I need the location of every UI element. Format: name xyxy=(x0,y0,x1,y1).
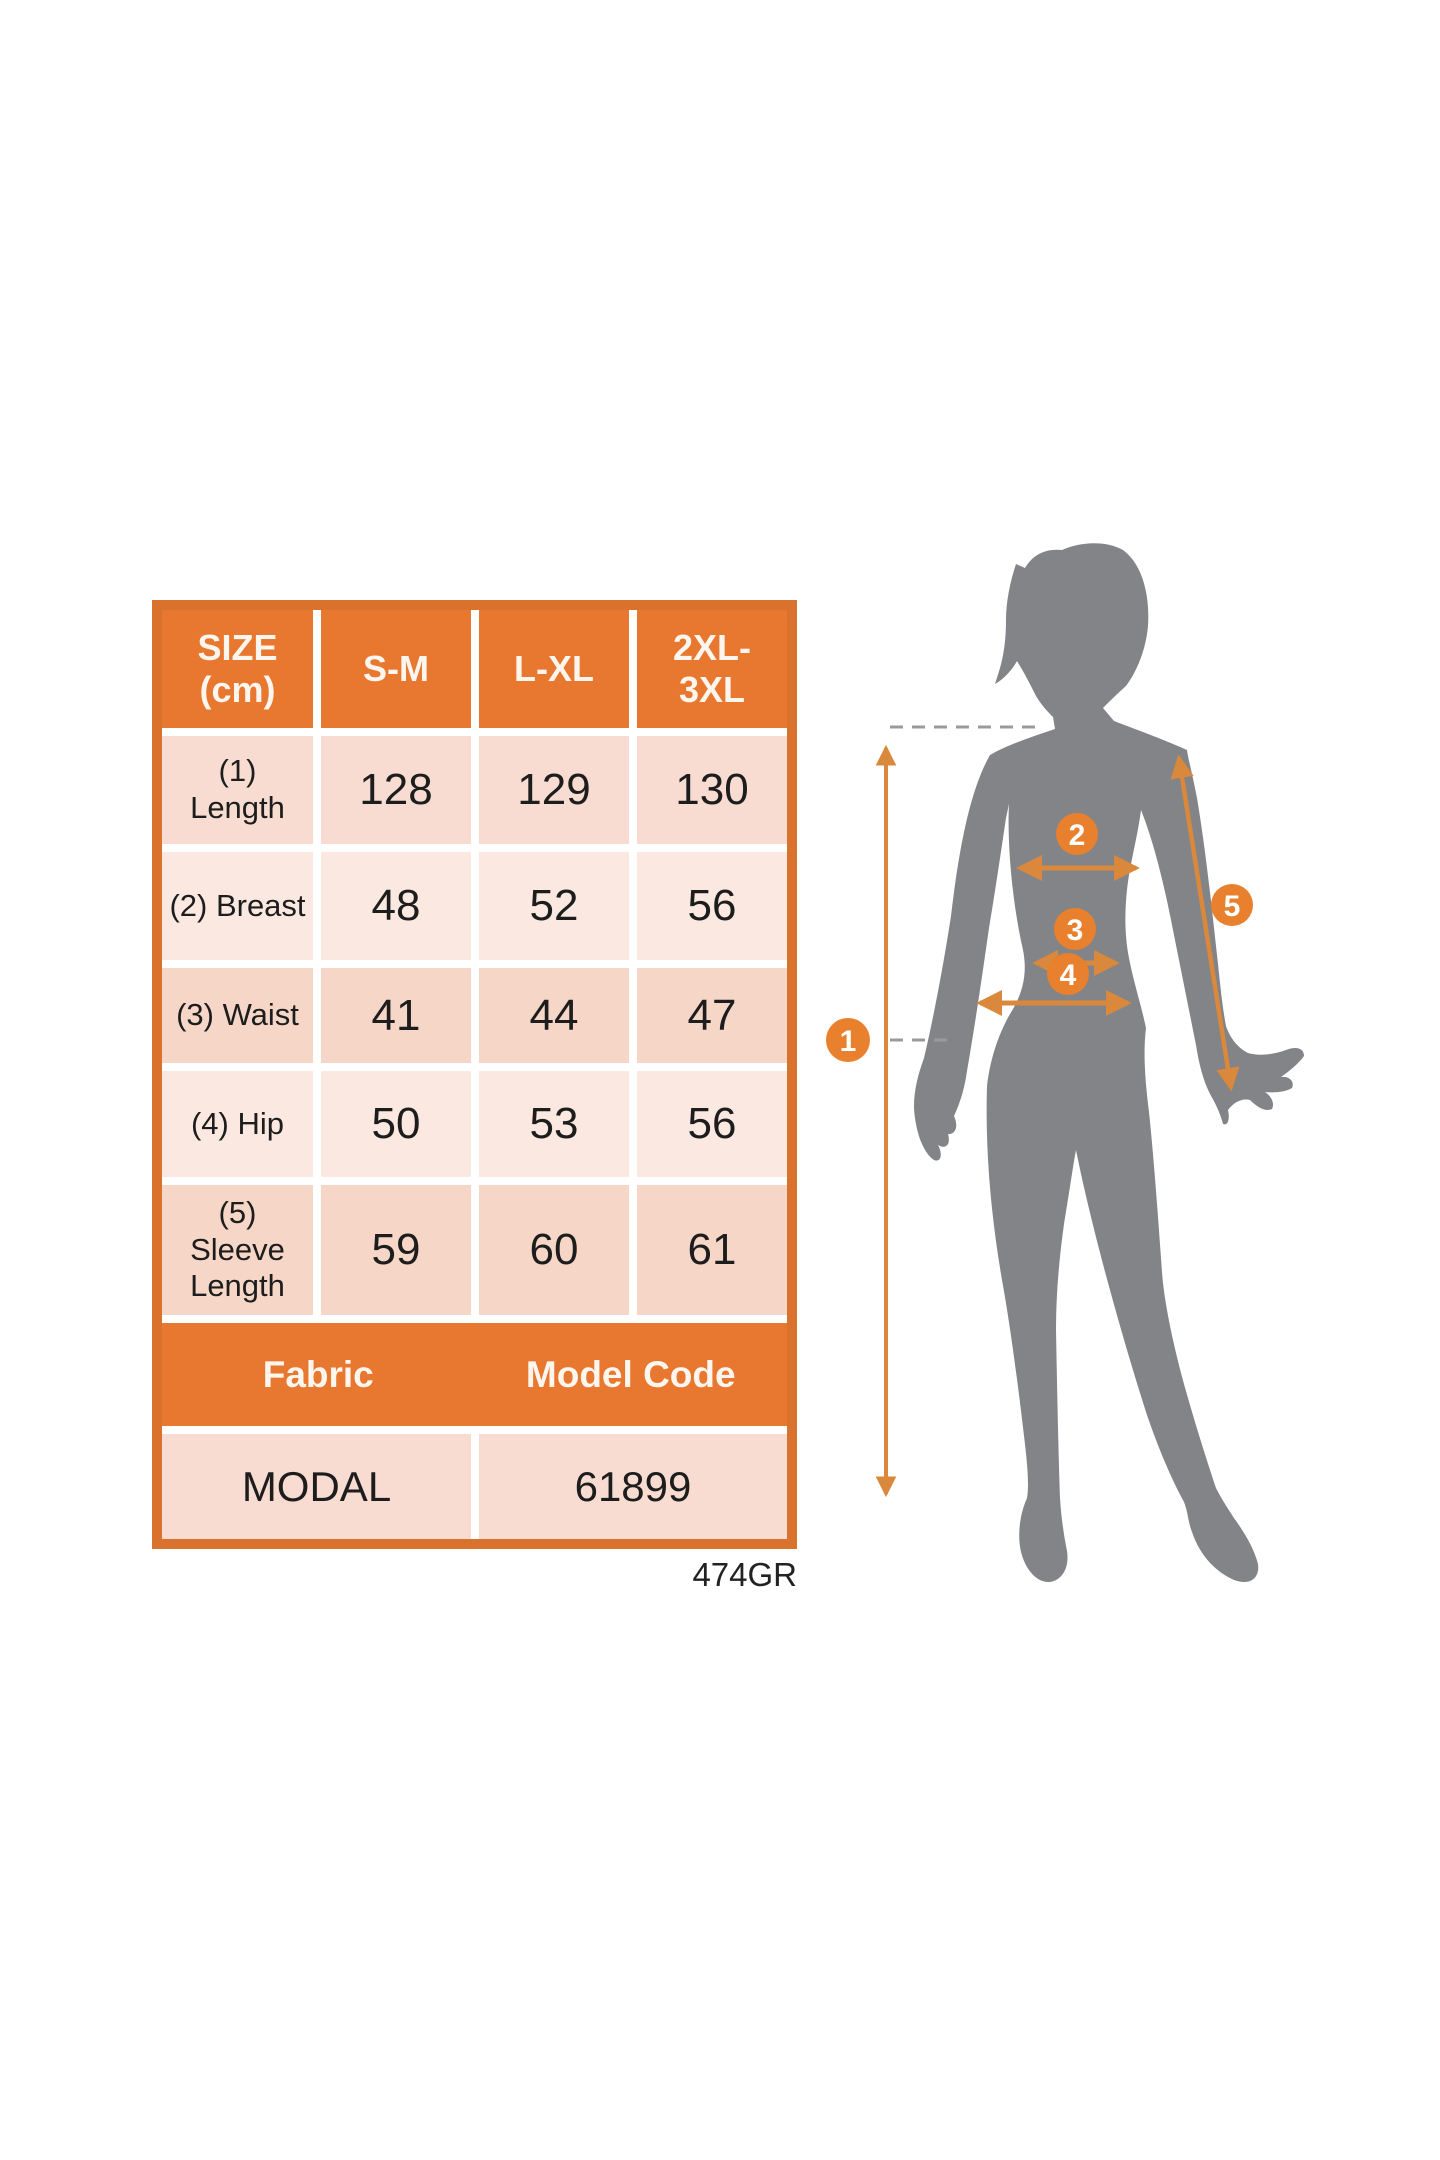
value-breast-lxl: 52 xyxy=(479,852,629,960)
marker-3: 3 xyxy=(1054,908,1096,950)
value-waist-2xl3xl: 47 xyxy=(637,968,787,1063)
marker-4: 4 xyxy=(1047,953,1089,995)
female-body-silhouette xyxy=(914,543,1304,1583)
value-sleeve-lxl: 60 xyxy=(479,1185,629,1315)
row-label-breast: (2) Breast xyxy=(162,852,313,960)
value-sleeve-sm: 59 xyxy=(321,1185,471,1315)
fabric-header-label: Fabric xyxy=(262,1353,374,1395)
value-hip-2xl3xl: 56 xyxy=(637,1071,787,1177)
value-breast-2xl3xl: 56 xyxy=(637,852,787,960)
measurement-figure: 1 2 3 4 5 xyxy=(820,500,1380,1670)
body-measurement-diagram: 1 2 3 4 5 xyxy=(826,543,1304,1583)
value-length-sm: 128 xyxy=(321,736,471,844)
col-header-s-m: S-M xyxy=(321,610,471,728)
value-waist-lxl: 44 xyxy=(479,968,629,1063)
col-header-2xl-3xl: 2XL- 3XL xyxy=(637,610,787,728)
model-code-value: 61899 xyxy=(479,1434,787,1539)
value-waist-sm: 41 xyxy=(321,968,471,1063)
marker-1: 1 xyxy=(826,1018,870,1062)
value-length-lxl: 129 xyxy=(479,736,629,844)
row-label-sleeve-length: (5) Sleeve Length xyxy=(162,1185,313,1315)
row-label-waist: (3) Waist xyxy=(162,968,313,1063)
model-code-header-label: Model Code xyxy=(525,1353,736,1395)
size-unit-header: SIZE (cm) xyxy=(162,610,313,728)
size-chart-table: SIZE (cm) S-M L-XL 2XL- 3XL (1) Length 1… xyxy=(152,600,797,1549)
marker-5-number: 5 xyxy=(1224,890,1241,923)
marker-2: 2 xyxy=(1056,813,1098,855)
value-breast-sm: 48 xyxy=(321,852,471,960)
value-hip-lxl: 53 xyxy=(479,1071,629,1177)
sleeve-arrow xyxy=(1170,754,1240,1092)
row-label-length: (1) Length xyxy=(162,736,313,844)
marker-2-number: 2 xyxy=(1069,819,1086,852)
marker-1-number: 1 xyxy=(840,1025,857,1058)
marker-5: 5 xyxy=(1211,884,1253,926)
fabric-modelcode-header: Fabric Model Code xyxy=(162,1323,787,1426)
row-label-hip: (4) Hip xyxy=(162,1071,313,1177)
marker-3-number: 3 xyxy=(1067,914,1084,947)
value-sleeve-2xl3xl: 61 xyxy=(637,1185,787,1315)
marker-4-number: 4 xyxy=(1060,959,1077,992)
value-length-2xl3xl: 130 xyxy=(637,736,787,844)
style-code-footnote: 474GR xyxy=(692,1556,797,1593)
col-header-l-xl: L-XL xyxy=(479,610,629,728)
fabric-value: MODAL xyxy=(162,1434,471,1539)
value-hip-sm: 50 xyxy=(321,1071,471,1177)
